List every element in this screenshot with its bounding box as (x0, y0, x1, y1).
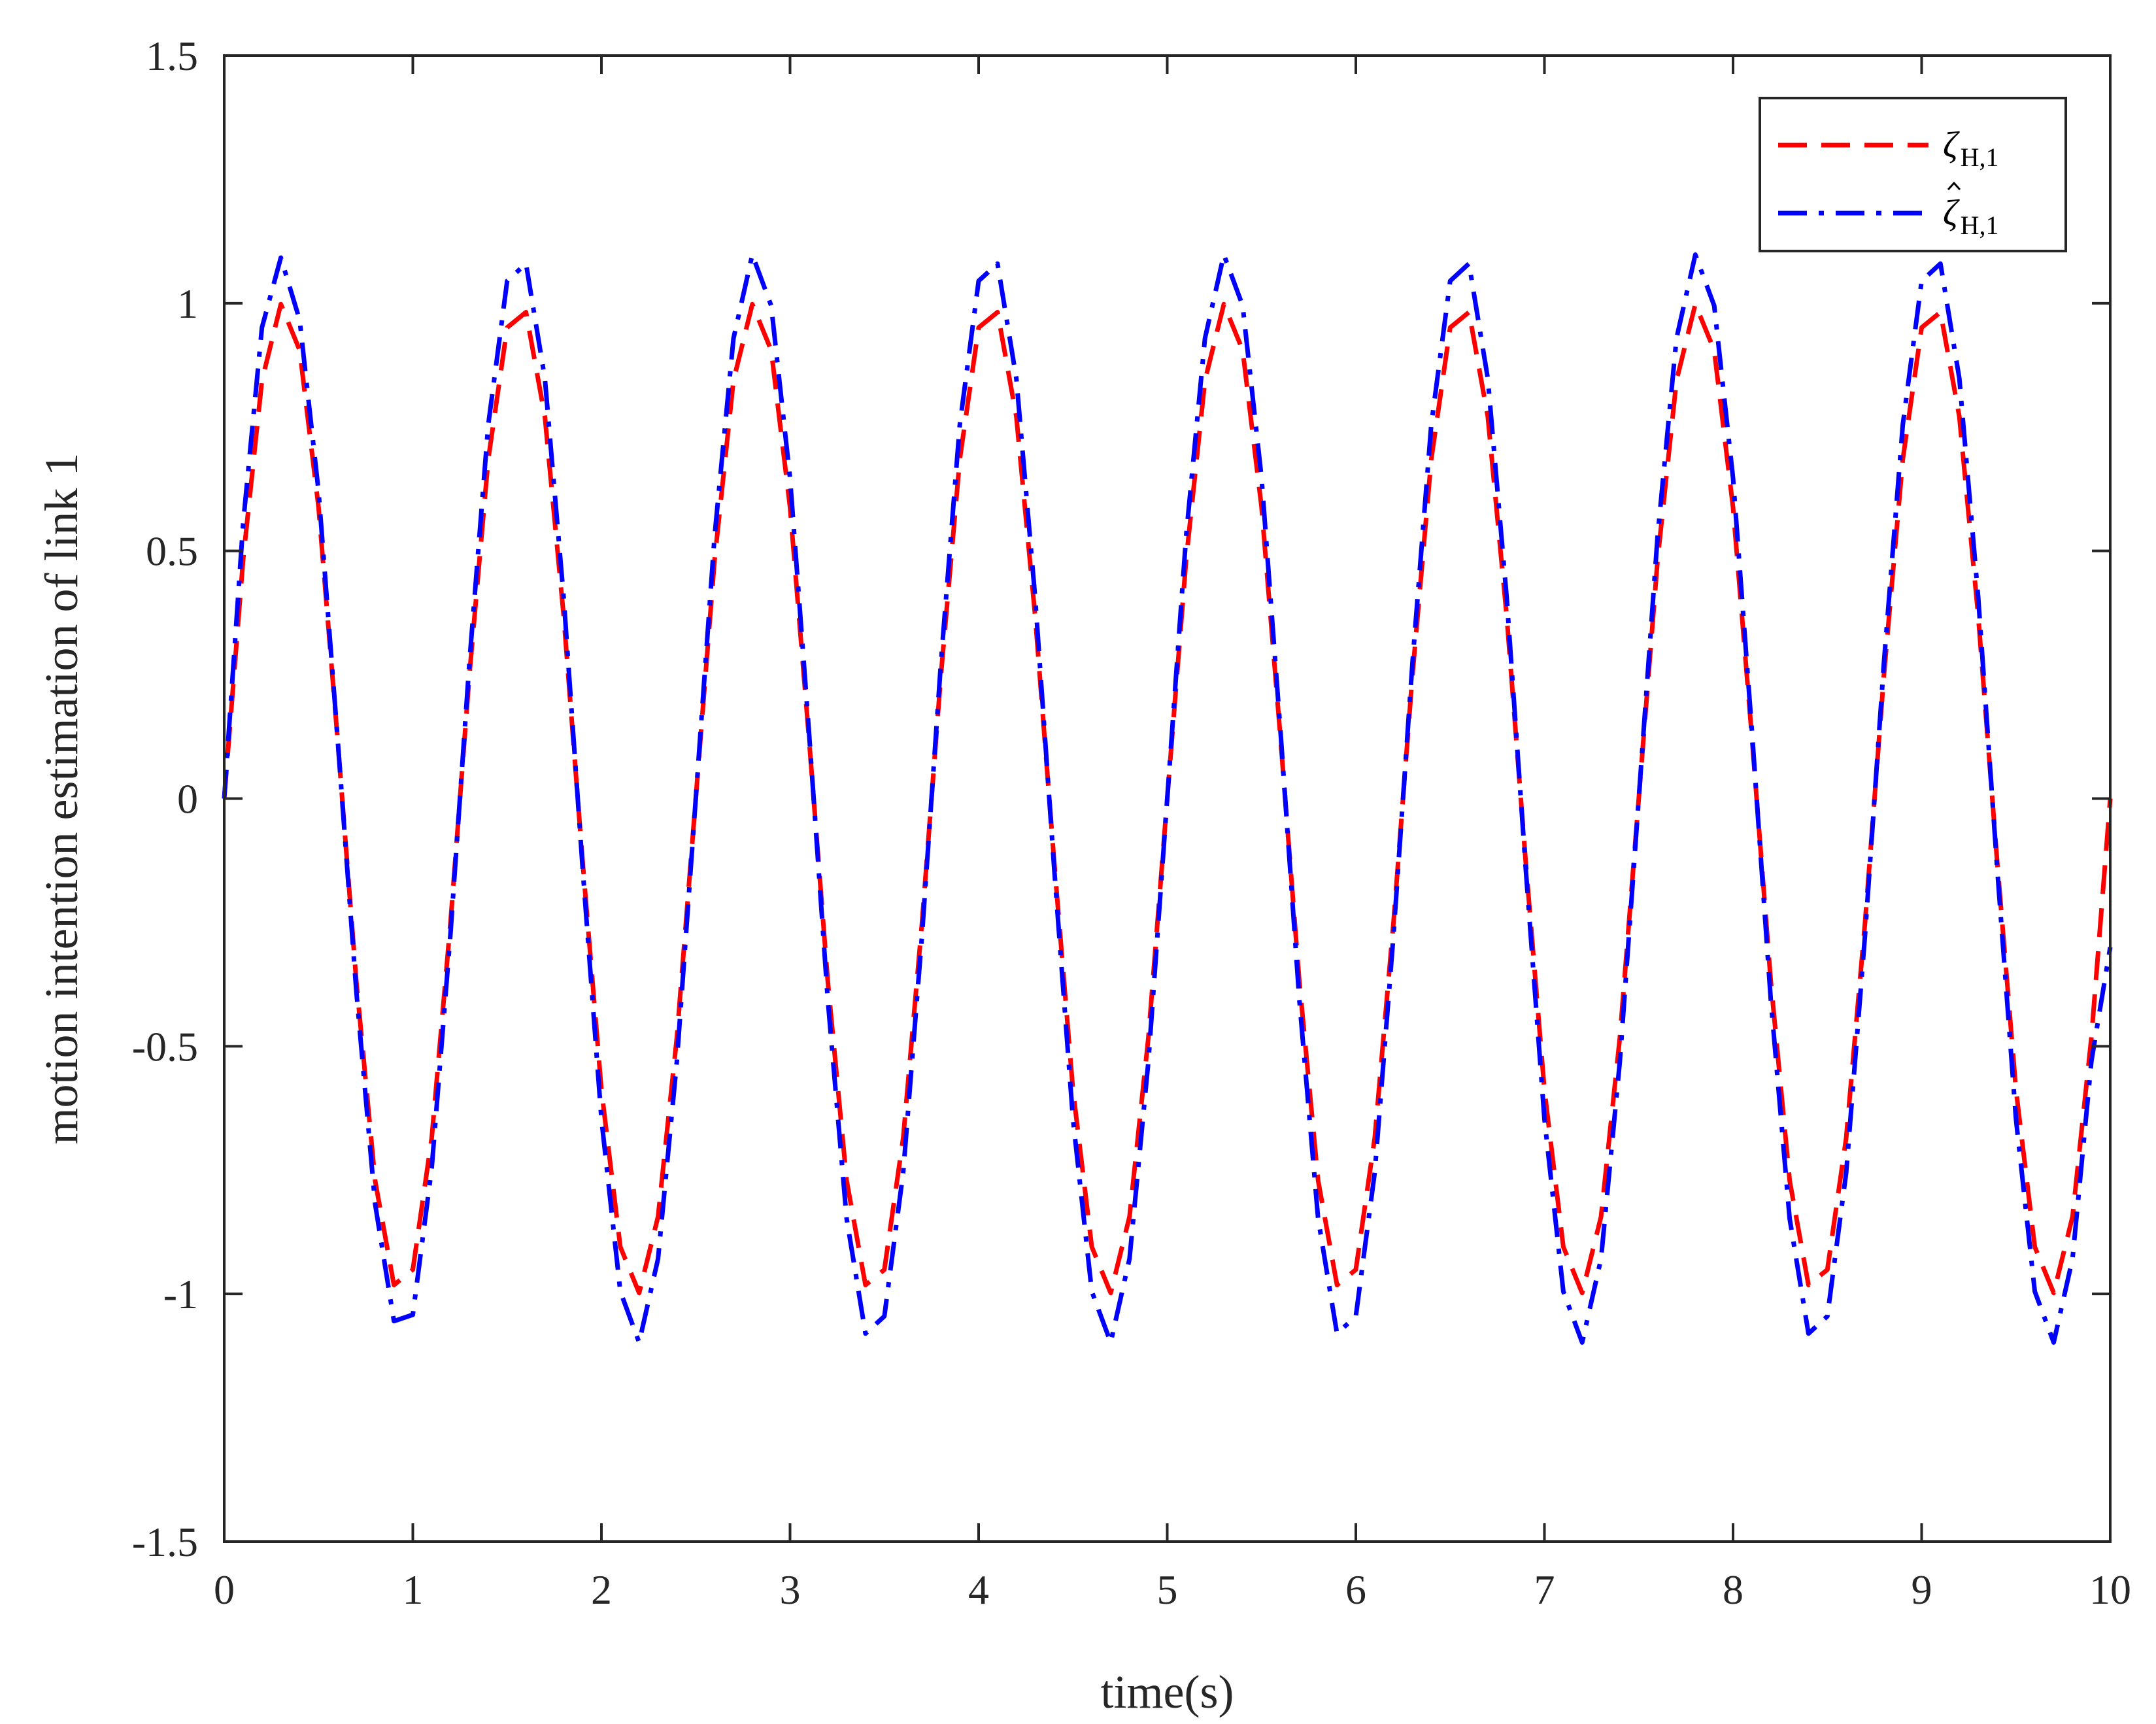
x-tick-label: 2 (591, 1566, 612, 1613)
x-tick-label: 8 (1723, 1566, 1743, 1613)
x-tick-label: 6 (1345, 1566, 1366, 1613)
x-tick-label: 7 (1534, 1566, 1555, 1613)
x-axis-label: time(s) (1101, 1666, 1234, 1718)
y-tick-label: 1.5 (146, 33, 198, 79)
y-axis-label: motion intention estimation of link 1 (35, 453, 88, 1145)
series-line-2 (222, 252, 2113, 1345)
legend: ζ H,1 ζ H,1 (1759, 97, 2067, 252)
ticks-layer: 0 1 2 3 4 5 6 7 8 9 10 -1.5 -1 -0.5 0 0.5 1 1.5 (132, 33, 2131, 1613)
x-tick-label: 5 (1157, 1566, 1178, 1613)
legend-label-2: ζ H,1 (1943, 193, 1999, 240)
y-tick-label: 1 (177, 280, 198, 327)
x-tick-label: 3 (780, 1566, 801, 1613)
legend-box (1759, 97, 2067, 252)
y-tick-label: 0 (177, 776, 198, 822)
x-tick-label: 0 (214, 1566, 235, 1613)
series-layer (222, 252, 2113, 1345)
x-tick-label: 4 (968, 1566, 989, 1613)
y-tick-label: 0.5 (146, 528, 198, 575)
x-tick-label: 1 (403, 1566, 424, 1613)
y-tick-label: -0.5 (132, 1023, 198, 1070)
x-tick-label: 10 (2089, 1566, 2131, 1613)
y-tick-label: -1 (163, 1271, 198, 1317)
x-tick-label: 9 (1912, 1566, 1932, 1613)
y-tick-label: -1.5 (132, 1519, 198, 1565)
legend-hat-mark (1947, 181, 1961, 191)
legend-label-1: ζ H,1 (1943, 125, 1999, 172)
